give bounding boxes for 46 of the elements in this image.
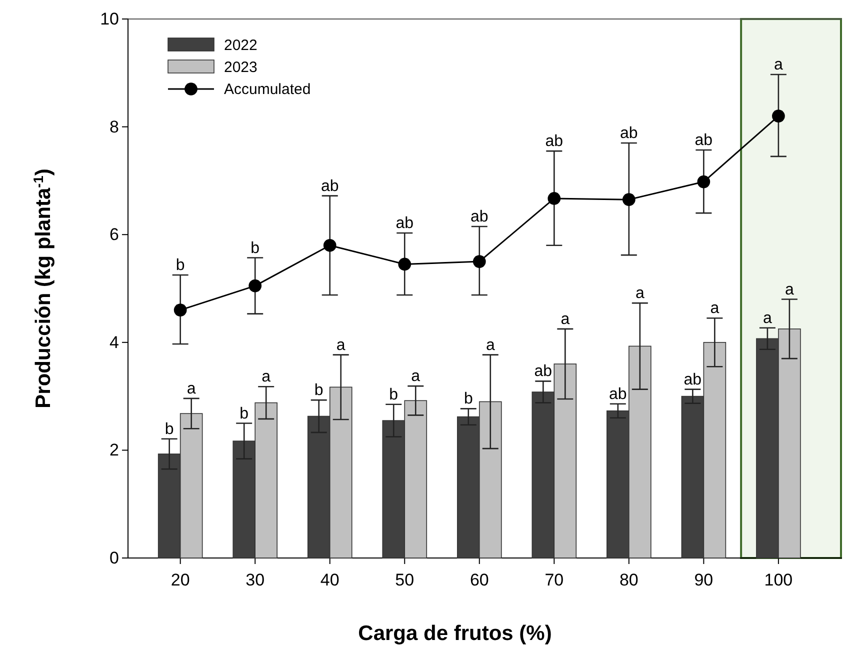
legend-label: 2022 (224, 37, 258, 54)
x-tick-label: 50 (395, 570, 414, 590)
y-tick-label: 0 (110, 548, 119, 568)
data-label: ab (620, 124, 638, 142)
data-label: b (389, 386, 398, 404)
y-tick-label: 4 (110, 332, 119, 352)
data-label: a (186, 380, 196, 398)
data-label: b (314, 382, 324, 400)
data-label: a (762, 310, 772, 327)
data-label: ab (694, 132, 713, 149)
data-label: ab (609, 386, 627, 403)
data-label: b (164, 420, 174, 438)
data-label: a (262, 368, 271, 386)
data-label: b (464, 390, 473, 408)
x-tick-label: 40 (320, 570, 340, 590)
data-label: ab (545, 133, 564, 150)
data-label: a (635, 285, 644, 302)
x-tick-label: 80 (619, 570, 638, 590)
x-tick-label: 60 (470, 570, 489, 590)
x-tick-label: 20 (170, 570, 190, 590)
y-tick-label: 6 (110, 225, 119, 244)
data-label: a (784, 281, 794, 298)
data-label: b (240, 405, 249, 422)
x-tick-label: 90 (694, 570, 714, 590)
y-tick-label: 10 (100, 9, 119, 28)
data-label: ab (396, 214, 414, 232)
x-tick-label: 70 (544, 570, 564, 590)
legend-label: Accumulated (224, 81, 311, 98)
data-label: a (486, 336, 495, 354)
legend-label: 2023 (224, 59, 258, 76)
data-label: b (176, 257, 185, 274)
y-tick-label: 2 (110, 440, 119, 460)
data-label: ab (470, 208, 488, 226)
data-label: ab (684, 371, 702, 388)
data-label: a (710, 300, 720, 318)
y-tick-label: 8 (110, 117, 119, 136)
data-label: ab (320, 178, 339, 195)
data-label: a (336, 336, 346, 354)
data-label: a (411, 368, 420, 386)
x-axis-title: Carga de frutos (%) (358, 622, 552, 645)
data-label: b (250, 240, 260, 257)
data-label: ab (534, 363, 552, 380)
x-tick-label: 30 (246, 570, 265, 590)
data-label: a (774, 56, 783, 74)
x-tick-label: 100 (764, 570, 793, 590)
data-label: a (560, 310, 570, 328)
